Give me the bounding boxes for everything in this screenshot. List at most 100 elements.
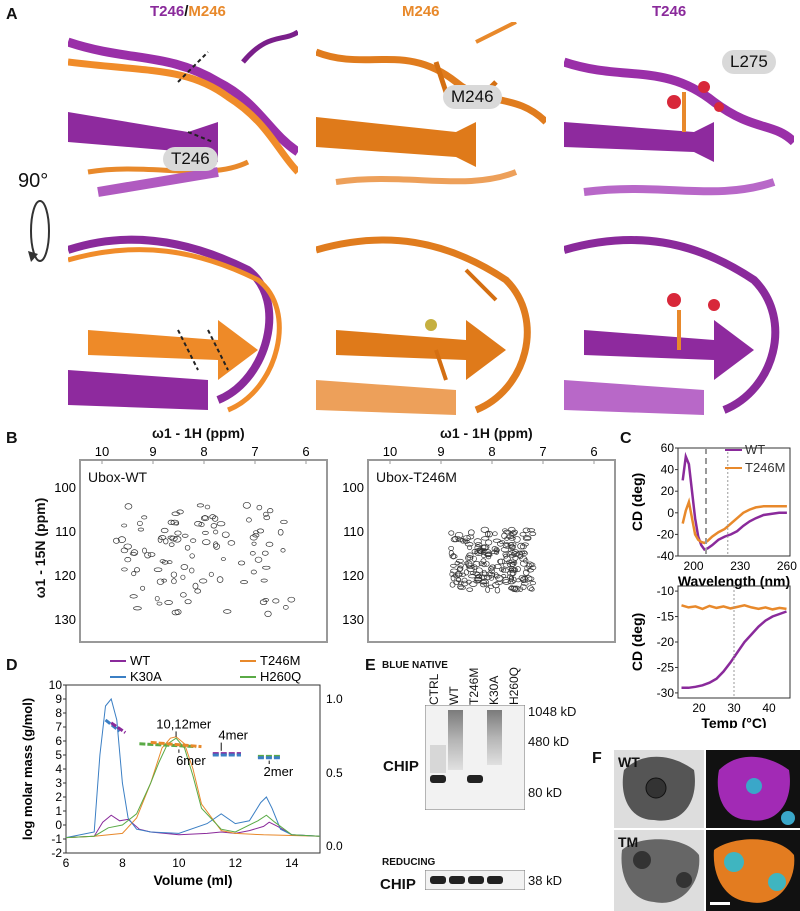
nmr-peak (467, 529, 475, 536)
sec-y2-tick: 0.0 (326, 839, 343, 853)
nmr-peak (259, 599, 268, 606)
spectrum-label-t246m: Ubox-T246M (376, 469, 457, 485)
series-line-h260q (65, 737, 321, 839)
nmr-peak (123, 543, 132, 550)
nmr-x-tick: 6 (590, 444, 597, 459)
nmr-peak (503, 529, 512, 535)
nmr-peak (184, 599, 192, 605)
nmr-peak (129, 594, 138, 599)
reducing-label: REDUCING (382, 857, 436, 868)
nmr-peak (168, 542, 175, 547)
nmr-y-tick: 120 (342, 568, 364, 583)
plot-frame (677, 447, 791, 557)
nmr-peak (194, 520, 203, 527)
nmr-peak (527, 585, 534, 591)
nmr-peak (142, 547, 147, 554)
nmr-x-tick: 9 (149, 444, 156, 459)
nmr-peak (153, 567, 163, 572)
nmr-peak (263, 515, 271, 521)
nmr-peak (466, 555, 474, 561)
chip-label-native: CHIP (383, 758, 419, 775)
panel-e-letter: E (365, 657, 376, 674)
nmr-x-tick: 8 (200, 444, 207, 459)
nmr-peak (200, 515, 210, 522)
nmr-peak (450, 574, 456, 582)
nmr-peak (481, 561, 487, 568)
nmr-peak (166, 560, 173, 565)
nmr-peak (508, 544, 516, 549)
sec-xlabel: Volume (ml) (153, 872, 232, 888)
cd-bot-xlabel: Temp (°C) (701, 715, 766, 728)
nmr-peak (504, 543, 510, 547)
nmr-y-tick: 130 (54, 612, 76, 627)
lane-label-h260q: H260Q (507, 666, 521, 705)
nmr-peak (180, 564, 189, 570)
nmr-peak (189, 567, 195, 574)
nmr-peak (461, 580, 469, 587)
sec-x-tick: 6 (63, 856, 70, 870)
nmr-spectrum-wt: 10 9 8 7 6 100 110 120 130 (54, 444, 328, 643)
nmr-peak (479, 580, 488, 585)
nmr-peak (481, 553, 487, 558)
nmr-peak (518, 574, 526, 581)
cd-bot-y-tick: -30 (657, 686, 675, 700)
nmr-peak (180, 574, 186, 580)
cd-bot-y-tick: -20 (657, 635, 675, 649)
nmr-peak (147, 552, 156, 557)
rotation-arrow-icon (28, 200, 50, 262)
series-line-wt (681, 451, 787, 551)
nmr-peak (156, 601, 163, 606)
sec-y-tick: -1 (51, 832, 62, 846)
nmr-peak (237, 560, 246, 566)
nmr-peak (171, 609, 180, 616)
nmr-peak (529, 587, 535, 592)
nmr-peak (500, 567, 506, 573)
nmr-peak (173, 535, 182, 543)
nmr-peak (495, 575, 504, 582)
nmr-peak (184, 544, 191, 551)
nmr-peak (515, 566, 521, 573)
sec-y-tick: 6 (55, 734, 62, 748)
nmr-peak (481, 548, 487, 554)
nmr-peak (240, 580, 248, 585)
nmr-peak (113, 537, 120, 544)
nmr-peak (506, 574, 513, 579)
sec-legend-h260q: H260Q (260, 669, 301, 684)
title-part-slash: / (184, 3, 189, 20)
nmr-x-axis-label-2: ω1 - 1H (ppm) (440, 425, 533, 441)
nmr-peak (492, 538, 502, 543)
nmr-peak (508, 586, 517, 591)
nmr-peak (519, 560, 528, 567)
nmr-peak (213, 541, 219, 548)
nmr-peak (509, 561, 517, 567)
nmr-peak (159, 559, 166, 563)
sec-y-tick: 5 (55, 748, 62, 762)
nmr-peak (280, 548, 286, 553)
structure-m246-bottom (316, 236, 531, 415)
nmr-x-tick: 9 (437, 444, 444, 459)
nmr-peak (511, 529, 518, 535)
nmr-peak (161, 578, 167, 583)
nmr-peak (167, 519, 175, 525)
nmr-peak (465, 554, 471, 562)
sec-y-tick: 8 (55, 706, 62, 720)
cd-bot-x-tick: 40 (762, 701, 776, 715)
nmr-peak (452, 535, 459, 542)
gel-band-wt-monomer (430, 775, 446, 783)
nmr-peak (493, 548, 501, 553)
nmr-x-tick: 8 (488, 444, 495, 459)
cd-top-y-tick: 0 (667, 506, 674, 520)
marker-1048: 1048 kD (528, 704, 577, 719)
nmr-peak (158, 535, 167, 540)
nmr-peak (507, 526, 516, 533)
nmr-peak (484, 561, 490, 567)
nmr-peak (517, 586, 524, 592)
nmr-peak (469, 581, 478, 587)
nmr-peak (121, 523, 128, 528)
lane-label-wt: WT (447, 686, 461, 705)
nmr-peak (474, 548, 482, 555)
sec-y-tick: 2 (55, 790, 62, 804)
cd-top-y-tick: 60 (661, 441, 675, 455)
nmr-peak (263, 511, 269, 517)
structure-m246-top (316, 22, 546, 185)
